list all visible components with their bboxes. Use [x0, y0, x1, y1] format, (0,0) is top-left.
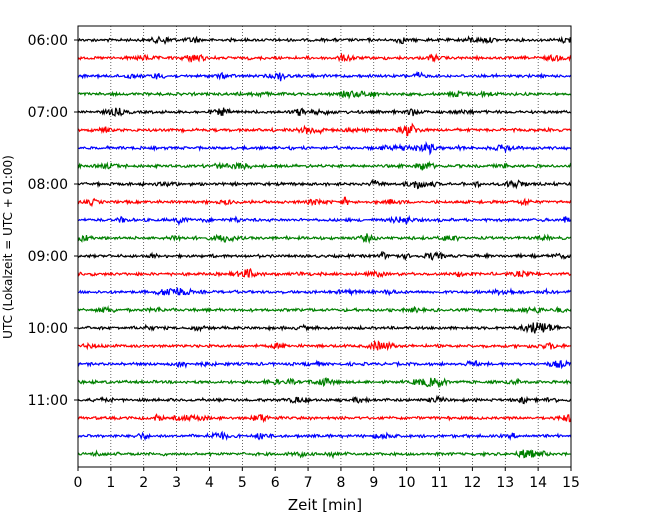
trace-line: [77, 160, 572, 171]
x-tick-label: 4: [205, 475, 214, 491]
trace-line: [77, 359, 572, 370]
trace-line: [77, 449, 572, 460]
trace-line: [77, 287, 572, 297]
trace-line: [77, 394, 572, 405]
trace-line: [77, 233, 572, 245]
y-tick-label: 06:00: [28, 33, 68, 49]
y-tick-label: 11:00: [28, 393, 68, 409]
trace-line: [77, 122, 572, 137]
x-axis-label: Zeit [min]: [288, 496, 362, 514]
x-tick-label: 9: [369, 475, 378, 491]
x-tick-label: 1: [106, 475, 115, 491]
trace-line: [77, 430, 572, 442]
trace-line: [77, 214, 572, 227]
x-tick-label: 0: [74, 475, 83, 491]
x-tick-label: 13: [496, 475, 514, 491]
trace-line: [77, 413, 572, 424]
trace-line: [77, 140, 572, 156]
y-tick-label: 09:00: [28, 249, 68, 265]
plot-frame: [77, 25, 572, 468]
x-tick-label: 6: [271, 475, 280, 491]
trace-group: [77, 35, 572, 460]
x-tick-label: 15: [562, 475, 580, 491]
y-axis: 06:00 07:00 08:00 09:00 10:00 11:00: [28, 33, 78, 409]
x-tick-label: 11: [431, 475, 449, 491]
x-tick-label: 3: [172, 475, 181, 491]
y-tick-label: 07:00: [28, 105, 68, 121]
trace-line: [77, 267, 572, 279]
trace-line: [77, 196, 572, 208]
x-tick-label: 5: [238, 475, 247, 491]
x-tick-label: 12: [463, 475, 481, 491]
trace-line: [77, 107, 572, 118]
trace-line: [77, 90, 572, 100]
x-tick-label: 2: [139, 475, 148, 491]
x-axis: 0 1 2 3 4 5 6 7 8 9 10 11 12 13 14 15: [74, 467, 580, 491]
x-tick-label: 7: [304, 475, 313, 491]
trace-line: [77, 304, 572, 315]
trace-line: [77, 52, 572, 63]
y-tick-label: 10:00: [28, 321, 68, 337]
x-tick-label: 8: [336, 475, 345, 491]
trace-line: [77, 339, 572, 352]
x-tick-label: 10: [398, 475, 416, 491]
x-tick-label: 14: [529, 475, 547, 491]
trace-line: [77, 178, 572, 190]
trace-line: [77, 322, 572, 334]
trace-line: [77, 70, 572, 82]
y-tick-label: 08:00: [28, 177, 68, 193]
trace-line: [77, 377, 572, 389]
trace-line: [77, 250, 572, 261]
trace-line: [77, 35, 572, 46]
y-axis-label: UTC (Lokalzeit = UTC + 01:00): [1, 155, 15, 339]
